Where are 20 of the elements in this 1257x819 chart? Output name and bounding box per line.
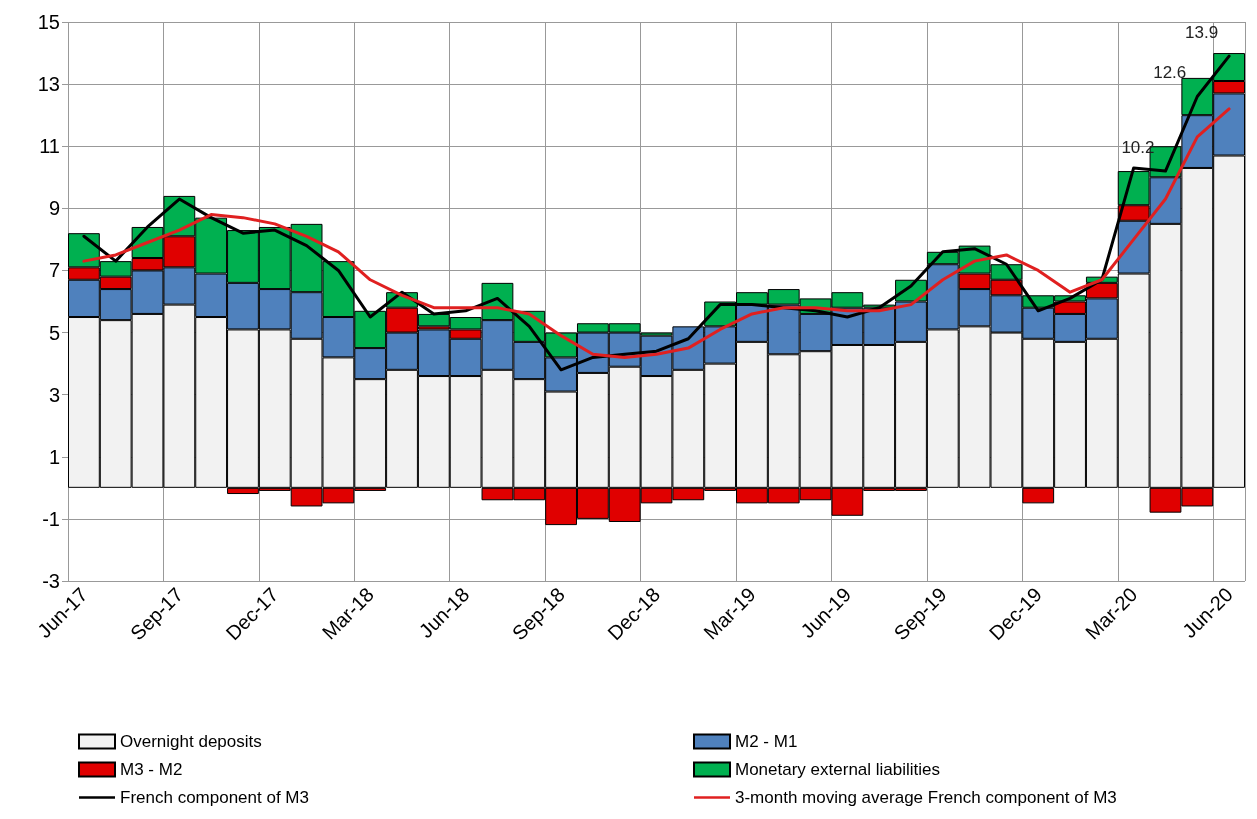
y-tick-label: 5 xyxy=(48,321,60,344)
legend-label: French component of M3 xyxy=(120,788,309,807)
y-tick-label: 13 xyxy=(37,73,60,96)
line-series xyxy=(82,107,1231,359)
data-label: 12.6 xyxy=(1153,63,1187,83)
y-tick-label: -3 xyxy=(42,570,60,592)
y-tick-label: 11 xyxy=(39,135,60,158)
legend-label: M3 - M2 xyxy=(120,760,183,779)
y-tick-label: -1 xyxy=(42,507,60,530)
legend-label: 3-month moving average French component of M3 xyxy=(735,788,1117,807)
y-tick-label: 15 xyxy=(37,11,60,33)
legend-label: M2 - M1 xyxy=(735,732,798,751)
y-tick-label: 7 xyxy=(48,259,60,282)
data-label: 10.2 xyxy=(1121,137,1155,157)
y-tick-label: 1 xyxy=(48,445,60,468)
y-tick-label: 3 xyxy=(48,383,60,406)
data-label: 13.9 xyxy=(1185,22,1219,42)
legend-label: Overnight deposits xyxy=(120,732,262,751)
legend-label: Monetary external liabilities xyxy=(735,760,941,779)
y-tick-label: 9 xyxy=(48,197,60,220)
